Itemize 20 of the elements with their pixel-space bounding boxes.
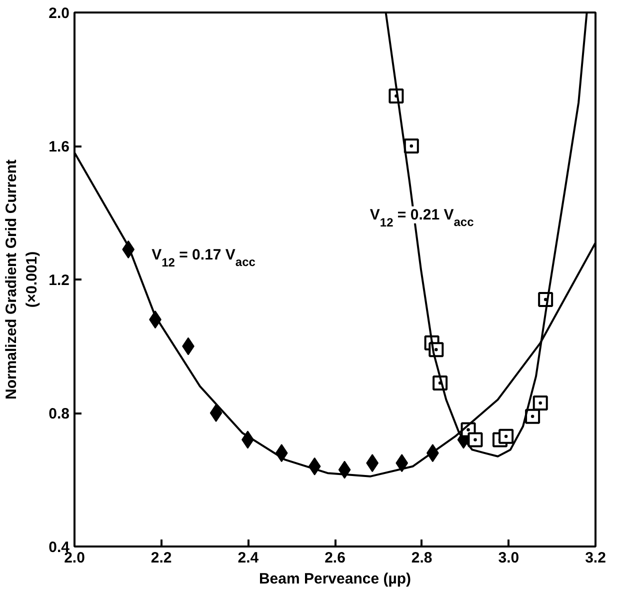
y-tick-label: 0.8 (48, 406, 70, 422)
point (404, 138, 419, 154)
x-tick-label: 2.6 (324, 550, 346, 566)
point (525, 408, 540, 424)
point (366, 454, 379, 472)
x-tick-label: 3.0 (498, 550, 520, 566)
x-axis-title: Beam Perveance (µp) (258, 570, 412, 588)
point (468, 432, 483, 448)
x-tick-label: 2.8 (411, 550, 432, 566)
y-axis-title: Normalized Gradient Grid Current (×0.001) (3, 159, 41, 400)
point (498, 428, 514, 444)
x-tick-label: 2.2 (150, 550, 172, 566)
point (396, 454, 408, 472)
point (532, 395, 548, 410)
point (210, 404, 222, 422)
y-tick-label: 1.2 (48, 272, 70, 289)
x-tick-label: 3.2 (585, 550, 606, 566)
y-tick-label: 2.0 (48, 5, 70, 22)
x-tick-label: 2.4 (238, 550, 260, 566)
y-tick-label: 1.6 (48, 138, 70, 156)
